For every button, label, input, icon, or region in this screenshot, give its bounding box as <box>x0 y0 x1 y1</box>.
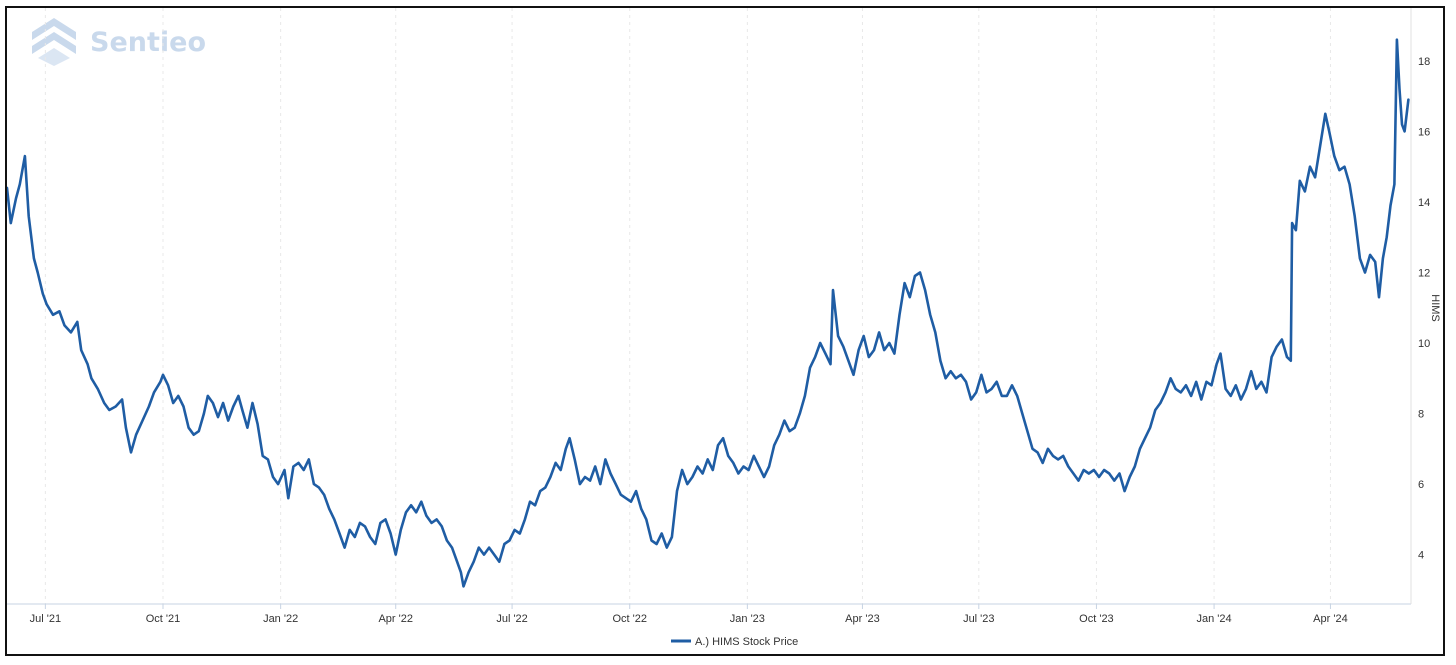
x-tick-label: Apr '23 <box>845 613 880 625</box>
series-line-hims-stock-price[interactable] <box>7 38 1410 588</box>
legend[interactable]: A.) HIMS Stock Price <box>671 636 798 648</box>
x-tick-label: Jul '23 <box>963 613 994 625</box>
y-tick-label: 10 <box>1418 338 1430 350</box>
y-tick-label: 16 <box>1418 126 1430 138</box>
x-tick-label: Oct '22 <box>612 613 647 625</box>
sentieo-logo: Sentieo <box>32 18 206 66</box>
x-tick-label: Oct '21 <box>146 613 181 625</box>
y-tick-label: 18 <box>1418 56 1430 68</box>
x-tick-label: Jan '24 <box>1197 613 1232 625</box>
line-chart: Sentieo Jul '21 Oct '21 Jan '22 Apr '22 Jul … <box>7 8 1441 648</box>
x-tick-label: Oct '23 <box>1079 613 1114 625</box>
x-tick-label: Apr '24 <box>1313 613 1348 625</box>
x-tick-label: Apr '22 <box>378 613 413 625</box>
y-axis-label: HIMS <box>1429 294 1441 322</box>
y-tick-label: 6 <box>1418 479 1424 491</box>
legend-label: A.) HIMS Stock Price <box>695 636 798 648</box>
y-tick-label: 4 <box>1418 550 1424 562</box>
gridlines <box>44 8 1331 604</box>
x-tick-label: Jul '21 <box>30 613 61 625</box>
x-tick-label: Jan '23 <box>730 613 765 625</box>
series-group <box>7 38 1410 588</box>
y-tick-label: 8 <box>1418 409 1424 421</box>
logo-text: Sentieo <box>90 27 206 58</box>
x-axis: Jul '21 Oct '21 Jan '22 Apr '22 Jul '22 Oct '… <box>30 604 1348 625</box>
y-tick-label: 12 <box>1418 267 1430 279</box>
chart-frame: Sentieo Jul '21 Oct '21 Jan '22 Apr '22 Jul … <box>5 6 1445 656</box>
logo-mark-icon <box>32 18 76 40</box>
x-tick-label: Jul '22 <box>496 613 527 625</box>
logo-mark-base-icon <box>38 48 70 66</box>
y-tick-label: 14 <box>1418 197 1430 209</box>
logo-mark-lower-icon <box>32 32 76 54</box>
y-axis: 4 6 8 10 12 14 16 18 <box>1418 56 1430 562</box>
x-tick-label: Jan '22 <box>263 613 298 625</box>
